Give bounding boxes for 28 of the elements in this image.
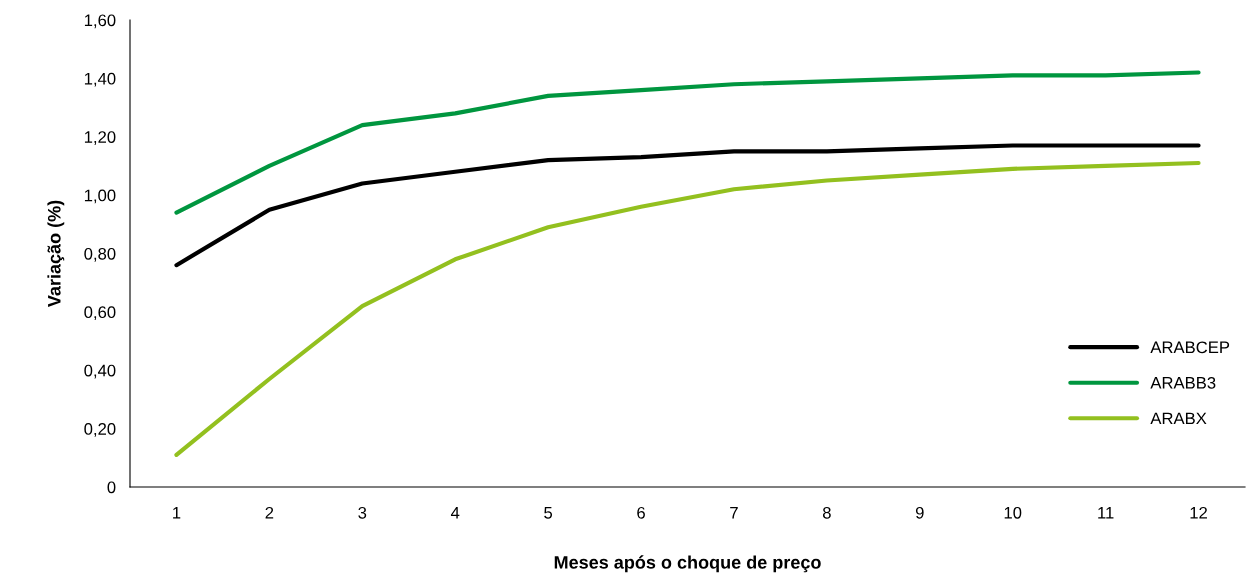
x-tick-label: 4	[450, 507, 460, 519]
x-tick-label: 3	[358, 506, 367, 519]
y-tick-label: 1,00	[84, 189, 116, 204]
y-tick-label: 1,60	[84, 14, 116, 29]
legend-label: ARABX	[1150, 412, 1207, 425]
x-tick-label: 7	[730, 507, 738, 519]
legend-label: ARABB3	[1150, 376, 1216, 389]
y-tick-label: 0,40	[84, 364, 116, 379]
y-tick-label: 0,20	[84, 423, 116, 437]
line-series	[174, 70, 1201, 215]
line-series	[174, 143, 1201, 268]
y-axis-title: Variação (%)	[47, 200, 65, 308]
x-tick-label: 6	[637, 506, 645, 519]
y-tick-label: 0,80	[84, 247, 116, 262]
x-tick-label: 10	[1004, 506, 1022, 519]
x-tick-label: 5	[544, 507, 553, 519]
y-tick-label: 1,40	[84, 72, 116, 87]
y-tick-label: 1,20	[84, 131, 116, 145]
x-tick-label: 8	[822, 506, 831, 519]
y-tick-label: 0	[107, 481, 116, 494]
x-tick-label: 2	[265, 506, 274, 519]
legend-label: ARABCEP	[1150, 341, 1230, 354]
x-tick-label: 12	[1190, 506, 1207, 519]
x-tick-label: 11	[1098, 507, 1114, 519]
y-tick-label: 0,60	[84, 306, 116, 321]
x-tick-label: 9	[915, 506, 924, 519]
x-axis-title: Meses após o choque de preço	[554, 555, 821, 573]
x-tick-label: 1	[173, 507, 181, 519]
